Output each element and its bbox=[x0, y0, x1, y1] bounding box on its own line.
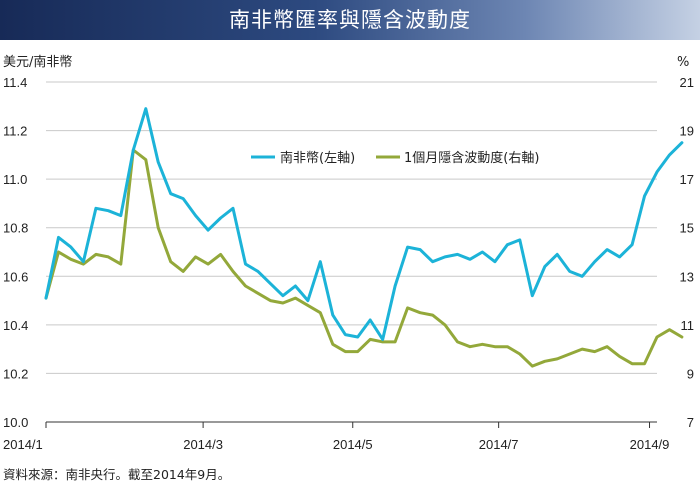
right-tick-label: 15 bbox=[680, 221, 694, 236]
title-bar bbox=[0, 0, 700, 40]
right-axis-label: % bbox=[677, 55, 689, 70]
left-tick-label: 10.6 bbox=[3, 269, 28, 284]
series-line-vol bbox=[44, 148, 684, 368]
left-tick-label: 10.2 bbox=[3, 366, 28, 381]
x-tick-label: 2014/3 bbox=[183, 437, 223, 452]
chart-title: 南非幣匯率與隱含波動度 bbox=[229, 8, 471, 32]
legend: 南非幣(左軸) 1個月隱含波動度(右軸) bbox=[251, 150, 539, 166]
left-axis-label: 美元/南非幣 bbox=[3, 54, 72, 70]
left-tick-label: 10.4 bbox=[3, 318, 28, 333]
series-group bbox=[44, 107, 684, 368]
x-tick-label: 2014/7 bbox=[479, 437, 519, 452]
x-tick-label: 2014/9 bbox=[630, 437, 670, 452]
right-tick-label: 9 bbox=[687, 366, 694, 381]
right-tick-labels: 7 9 11 13 15 17 19 21 bbox=[680, 75, 694, 430]
legend-label-vol: 1個月隱含波動度(右軸) bbox=[404, 150, 539, 166]
source-note: 資料來源：南非央行。截至2014年9月。 bbox=[3, 467, 231, 482]
x-tick-label: 2014/5 bbox=[333, 437, 373, 452]
left-tick-labels: 10.0 10.2 10.4 10.6 10.8 11.0 11.2 11.4 bbox=[3, 75, 28, 430]
x-tick-labels: 2014/1 2014/3 2014/5 2014/7 2014/9 bbox=[3, 437, 669, 452]
right-tick-label: 7 bbox=[687, 415, 694, 430]
right-tick-label: 17 bbox=[680, 172, 694, 187]
right-tick-label: 19 bbox=[680, 124, 694, 139]
x-tick-label: 2014/1 bbox=[3, 437, 43, 452]
left-tick-label: 11.2 bbox=[3, 124, 27, 139]
right-tick-label: 21 bbox=[680, 75, 694, 90]
right-tick-label: 11 bbox=[681, 318, 695, 333]
grid bbox=[46, 81, 657, 374]
left-tick-label: 10.8 bbox=[3, 221, 28, 236]
legend-label-zar: 南非幣(左軸) bbox=[280, 150, 355, 166]
right-tick-label: 13 bbox=[680, 269, 694, 284]
series-line-zar bbox=[44, 107, 684, 341]
left-tick-label: 11.0 bbox=[3, 172, 27, 187]
left-tick-label: 10.0 bbox=[3, 415, 28, 430]
axes bbox=[45, 421, 657, 428]
left-tick-label: 11.4 bbox=[3, 75, 27, 90]
